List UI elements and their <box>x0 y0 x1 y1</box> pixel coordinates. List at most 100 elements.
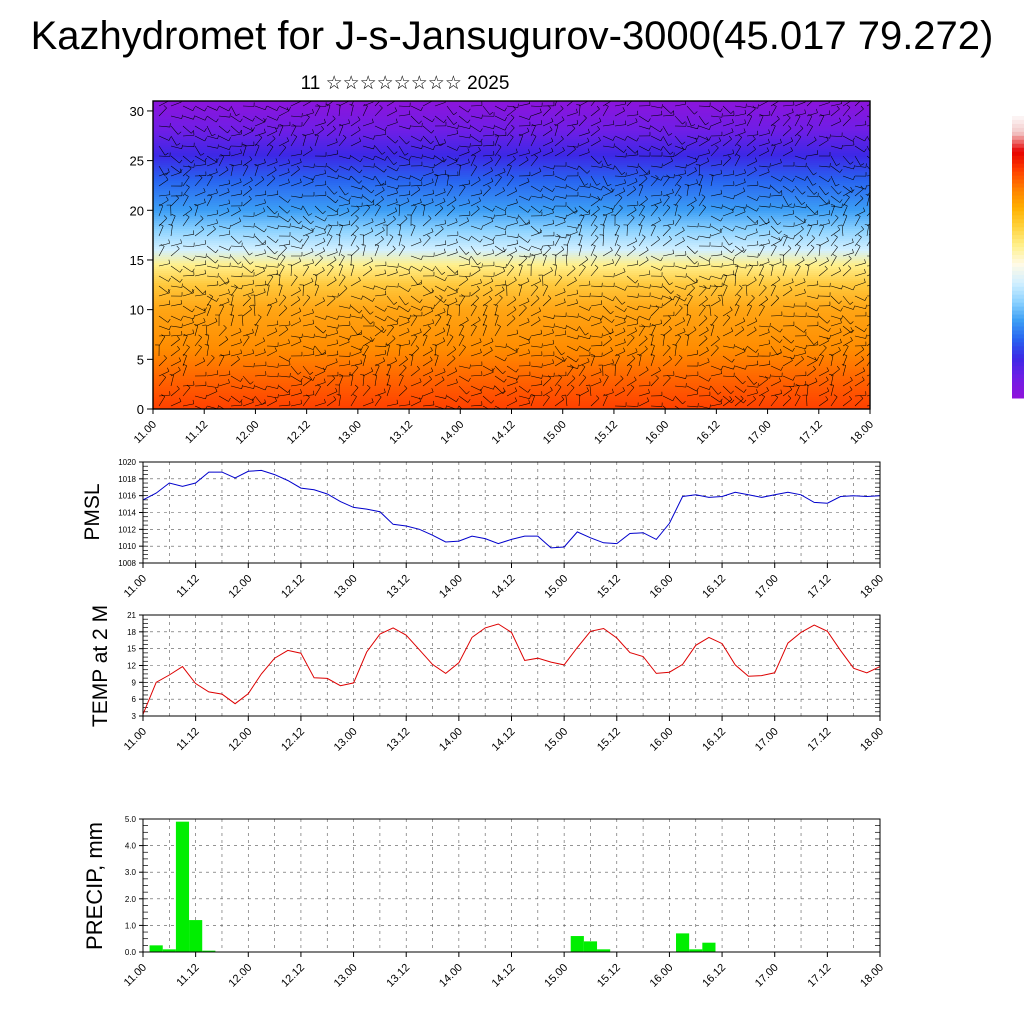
wind-barb <box>206 145 218 149</box>
wind-barb-flag <box>696 179 698 184</box>
colorbar-swatch <box>1012 179 1024 184</box>
colorbar-swatch <box>1012 326 1024 331</box>
wind-barb <box>254 145 260 157</box>
wind-barb-flag <box>612 136 615 141</box>
wind-barb <box>434 142 446 147</box>
wind-barb-flag <box>755 228 758 233</box>
wind-barb-flag <box>443 119 447 123</box>
wind-barb <box>830 385 834 397</box>
wind-barb-flag <box>357 332 361 335</box>
wind-barb-flag <box>179 278 183 283</box>
wind-barb-flag <box>816 356 819 361</box>
wind-barb-flag <box>239 338 242 343</box>
wind-barb <box>686 255 695 265</box>
wind-barb <box>194 337 202 347</box>
wind-barb-flag <box>181 283 183 288</box>
wind-barb <box>386 210 397 217</box>
wind-barb <box>770 397 779 407</box>
wind-barb <box>470 255 478 266</box>
temperature-band <box>153 185 870 188</box>
wind-barb <box>266 305 272 317</box>
wind-barb-flag <box>493 385 495 390</box>
wind-barb-flag <box>740 395 744 399</box>
wind-barb <box>254 316 262 327</box>
wind-barb <box>290 153 302 157</box>
wind-barb <box>422 172 434 177</box>
wind-barb <box>290 215 299 225</box>
wind-barb-flag <box>360 330 363 335</box>
wind-barb-flag <box>444 277 447 281</box>
grid <box>143 615 880 716</box>
wind-barb <box>794 266 801 277</box>
wind-barb <box>674 295 685 302</box>
wind-barb <box>434 340 445 347</box>
wind-barb-flag <box>677 334 682 337</box>
wind-barb-flag <box>419 378 422 383</box>
wind-barb <box>530 171 542 177</box>
wind-barb <box>854 155 861 166</box>
wind-barb <box>410 332 422 337</box>
wind-barb <box>170 155 180 164</box>
colorbar-swatch <box>1012 135 1024 141</box>
wind-barb-flag <box>337 210 339 215</box>
temperature-band <box>153 219 870 222</box>
wind-barb-flag <box>745 225 747 230</box>
wind-barb <box>470 385 482 391</box>
wind-barb <box>758 379 768 387</box>
wind-barb <box>434 371 446 377</box>
wind-barb <box>386 135 396 144</box>
wind-barb-flag <box>743 128 746 133</box>
wind-barb-flag <box>696 350 699 355</box>
wind-barb <box>842 268 852 277</box>
wind-barb <box>482 205 493 212</box>
wind-barb-flag <box>759 274 764 277</box>
colorbar-swatch <box>1012 314 1024 320</box>
wind-barb-flag <box>444 101 446 103</box>
temperature-band <box>153 143 870 146</box>
wind-barb-flag <box>334 191 338 195</box>
temperature-band <box>153 291 870 294</box>
wind-barb-flag <box>371 189 375 194</box>
wind-barb-flag <box>541 245 543 250</box>
wind-barb-flag <box>240 349 242 354</box>
wind-barb <box>278 162 290 167</box>
wind-barb-flag <box>781 204 783 209</box>
wind-barb-flag <box>826 387 830 392</box>
wind-barb-flag <box>576 347 579 352</box>
wind-barb <box>770 175 781 182</box>
wind-barb-flag <box>601 315 603 320</box>
wind-barb-flag <box>648 316 651 321</box>
wind-barb-flag <box>321 125 324 130</box>
wind-barb-flag <box>732 206 735 211</box>
wind-barb-flag <box>732 260 735 265</box>
wind-barb-flag <box>205 160 207 165</box>
wind-barb-flag <box>708 149 710 154</box>
wind-barb-flag <box>250 261 254 265</box>
wind-barb-flag <box>576 327 579 331</box>
wind-barb-flag <box>720 108 723 113</box>
wind-barb-flag <box>645 256 649 261</box>
wind-barb <box>338 137 347 147</box>
wind-barb <box>686 225 698 228</box>
wind-barb-flag <box>469 124 471 129</box>
wind-barb-flag <box>430 307 434 312</box>
wind-barb <box>470 115 482 119</box>
colorbar-swatch <box>1012 131 1024 137</box>
wind-barb <box>710 373 722 377</box>
temperature-band <box>153 375 870 378</box>
wind-barb-flag <box>805 264 810 266</box>
wind-barb-flag <box>492 249 494 254</box>
wind-barb <box>170 325 182 328</box>
wind-barb-flag <box>780 177 783 182</box>
wind-barb-flag <box>695 137 698 142</box>
wind-barb-flag <box>564 176 567 181</box>
wind-barb-flag <box>860 163 865 166</box>
wind-barb-flag <box>312 376 315 381</box>
wind-barb-flag <box>240 189 243 194</box>
wind-barb-flag <box>419 299 423 303</box>
wind-barb <box>194 395 206 400</box>
wind-barb-flag <box>429 356 433 361</box>
wind-barb <box>410 175 422 181</box>
wind-barb-flag <box>622 387 625 391</box>
